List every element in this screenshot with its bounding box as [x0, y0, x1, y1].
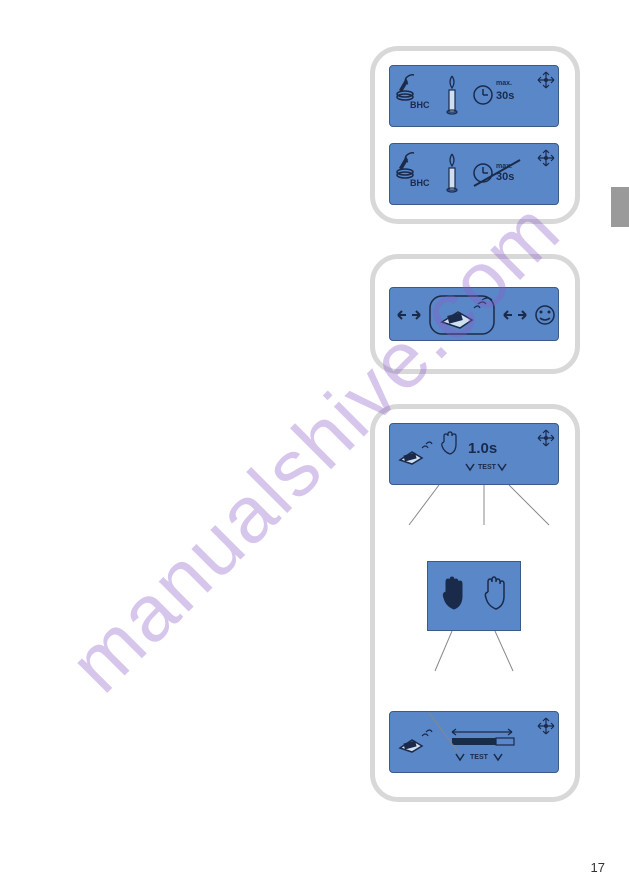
callout-lines-a [389, 485, 559, 529]
face-icon [534, 304, 556, 326]
arrow-left-right-icon [502, 306, 528, 324]
hand-icon [438, 430, 460, 456]
hand-outline-icon [480, 574, 510, 612]
device-screen [389, 287, 559, 341]
bhc-label: BHC [410, 100, 430, 110]
move-cross-icon [536, 70, 556, 90]
time-30s-label: 30s [496, 90, 514, 102]
candle-icon [442, 152, 462, 194]
device-wave-icon [394, 438, 434, 468]
torch-icon [394, 150, 424, 180]
clock-icon [472, 84, 494, 106]
panel-hand-sensor: 1.0s TEST [370, 404, 580, 802]
move-cross-icon [536, 428, 556, 448]
move-cross-icon [536, 148, 556, 168]
max-label: max. [496, 80, 512, 87]
arrow-left-right-icon [396, 306, 422, 324]
bhc-screen-disabled: BHC max. 30s [389, 143, 559, 205]
clock-crossed-icon: max. 30s [472, 156, 524, 190]
bhc-label: BHC [410, 178, 430, 188]
hand-solid-icon [438, 574, 468, 612]
test-label: TEST [470, 754, 488, 761]
panel-device [370, 254, 580, 374]
bhc-screen-enabled: BHC max. 30s [389, 65, 559, 127]
device-wave-icon [428, 294, 496, 336]
panel-bhc: BHC max. 30s [370, 46, 580, 224]
torch-icon [394, 72, 424, 102]
callout-lines-b [427, 631, 521, 675]
candle-icon [442, 74, 462, 116]
time-label: 1.0s [468, 440, 497, 457]
page-number: 17 [591, 860, 605, 875]
callout-lines-c [389, 709, 559, 753]
sensor-screen-hands [427, 561, 521, 631]
side-tab [611, 187, 629, 227]
sensor-screen-time: 1.0s TEST [389, 423, 559, 485]
test-label: TEST [478, 464, 496, 471]
